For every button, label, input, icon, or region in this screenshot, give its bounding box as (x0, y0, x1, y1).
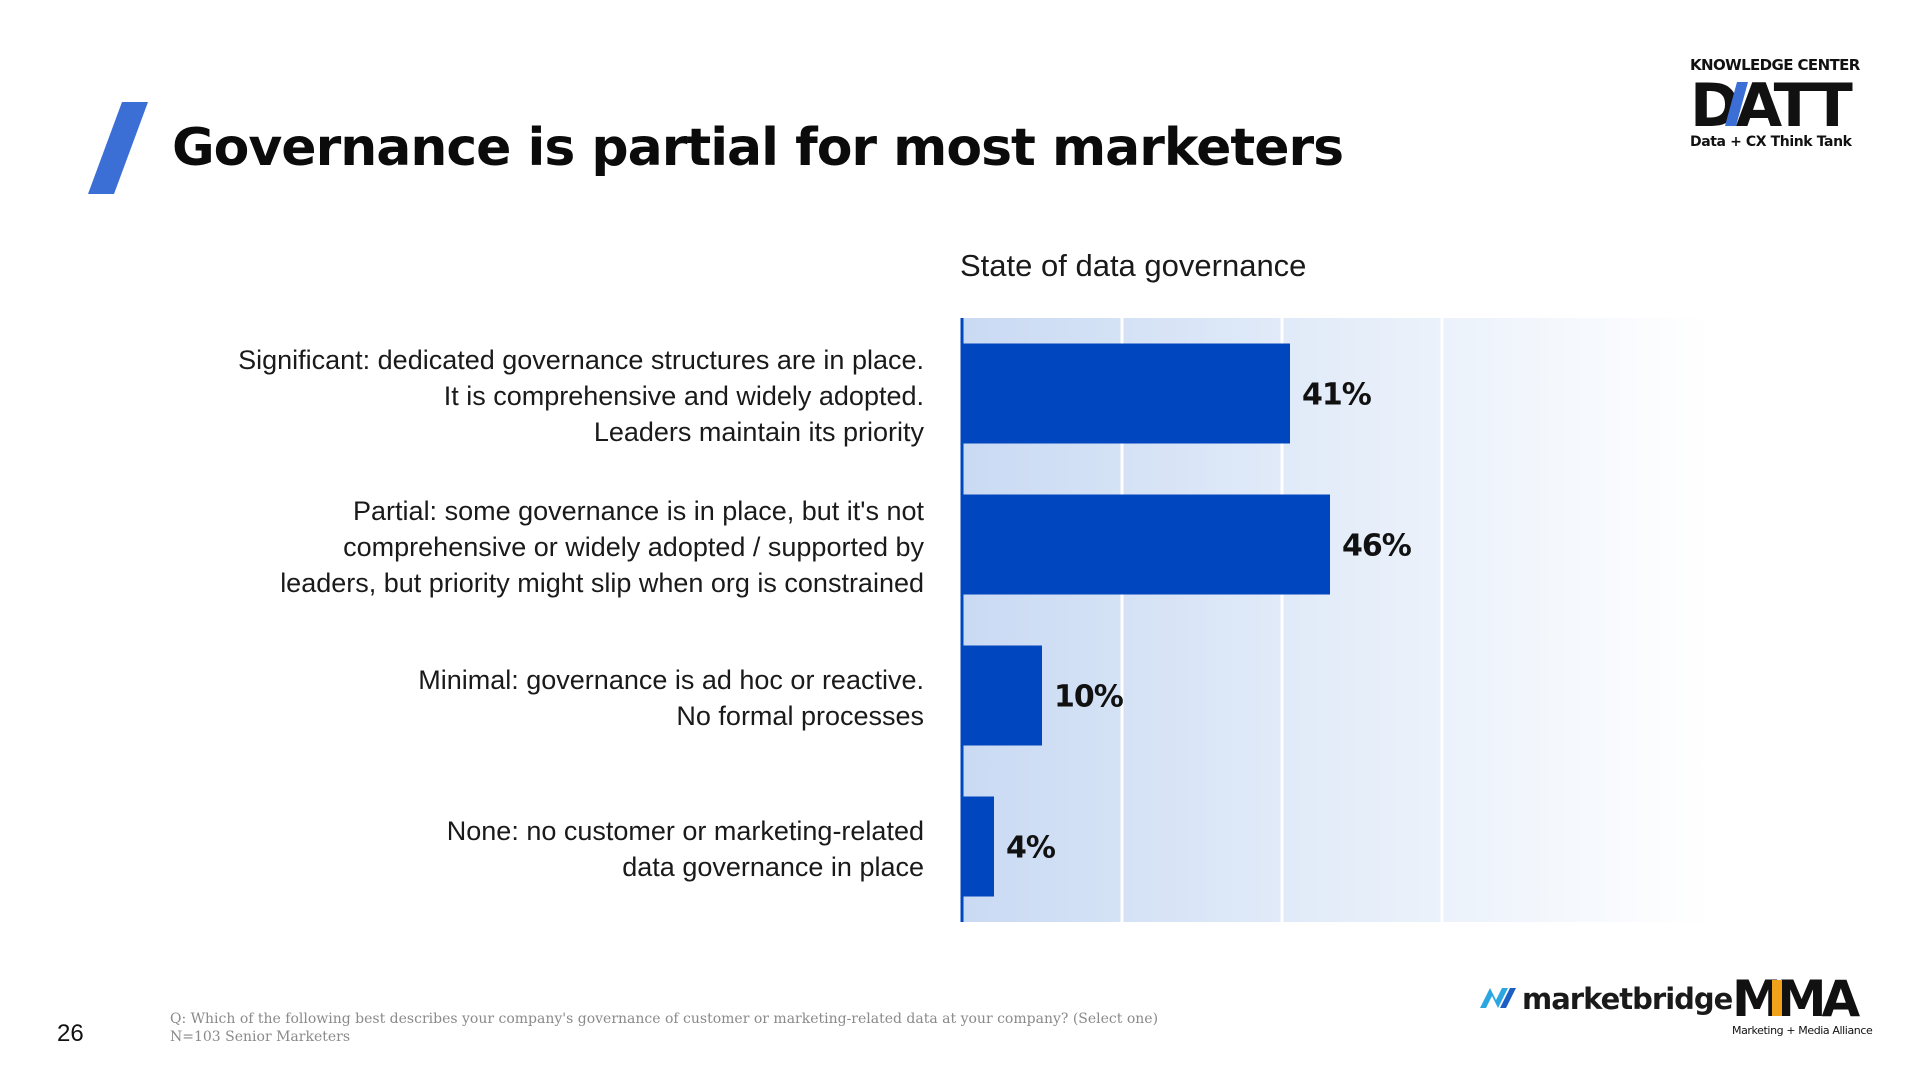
brand-tagline: Data + CX Think Tank (1690, 134, 1852, 150)
bar (962, 494, 1330, 595)
brand-top-line: KNOWLEDGE CENTER (1690, 56, 1860, 74)
bar (962, 796, 994, 897)
survey-question: Q: Which of the following best describes… (170, 1011, 1159, 1027)
page-number: 26 (57, 1020, 84, 1047)
category-label-line: comprehensive or widely adopted / suppor… (343, 531, 924, 562)
chart-title: State of data governance (960, 248, 1307, 283)
marketbridge-icon (1480, 988, 1516, 1008)
mma-subtitle: Marketing + Media Alliance (1732, 1024, 1873, 1037)
category-label: None: no customer or marketing-related da… (164, 813, 924, 885)
sample-size: N=103 Senior Marketers (170, 1029, 351, 1045)
mma-wordmark: MMA (1732, 970, 1866, 1028)
category-label: Significant: dedicated governance struct… (164, 342, 924, 450)
mma-logo-text: MMA (1732, 976, 1861, 1018)
category-label-line: None: no customer or marketing-related (446, 815, 924, 846)
bar-value-label: 46% (1342, 529, 1412, 564)
bar (962, 645, 1042, 746)
title-accent-slash (88, 102, 148, 194)
datt-logo: DATT (1690, 74, 1857, 132)
category-label-line: Partial: some governance is in place, bu… (353, 495, 924, 526)
category-label: Minimal: governance is ad hoc or reactiv… (164, 662, 924, 734)
category-label-line: leaders, but priority might slip when or… (280, 567, 924, 598)
category-label: Partial: some governance is in place, bu… (164, 493, 924, 601)
mma-logo: MMA Marketing + Media Alliance (1732, 970, 1882, 1037)
bar-value-label: 41% (1302, 378, 1372, 413)
bar-value-label: 10% (1054, 680, 1124, 715)
datt-logo-text: DATT (1690, 74, 1853, 132)
category-label-line: Leaders maintain its priority (593, 416, 924, 447)
category-label-line: No formal processes (676, 700, 924, 731)
bar-value-label: 4% (1006, 831, 1056, 866)
datt-brand: KNOWLEDGE CENTER DATT Data + CX Think Ta… (1690, 56, 1880, 150)
category-label-line: It is comprehensive and widely adopted. (443, 380, 924, 411)
category-label-line: Significant: dedicated governance struct… (238, 344, 924, 375)
page-title: Governance is partial for most marketers (172, 118, 1344, 178)
category-label-line: data governance in place (622, 851, 924, 882)
footnote: Q: Which of the following best describes… (170, 1010, 1158, 1046)
bar (962, 343, 1290, 444)
marketbridge-logo-text: marketbridge (1522, 982, 1733, 1016)
category-label-line: Minimal: governance is ad hoc or reactiv… (418, 664, 924, 695)
